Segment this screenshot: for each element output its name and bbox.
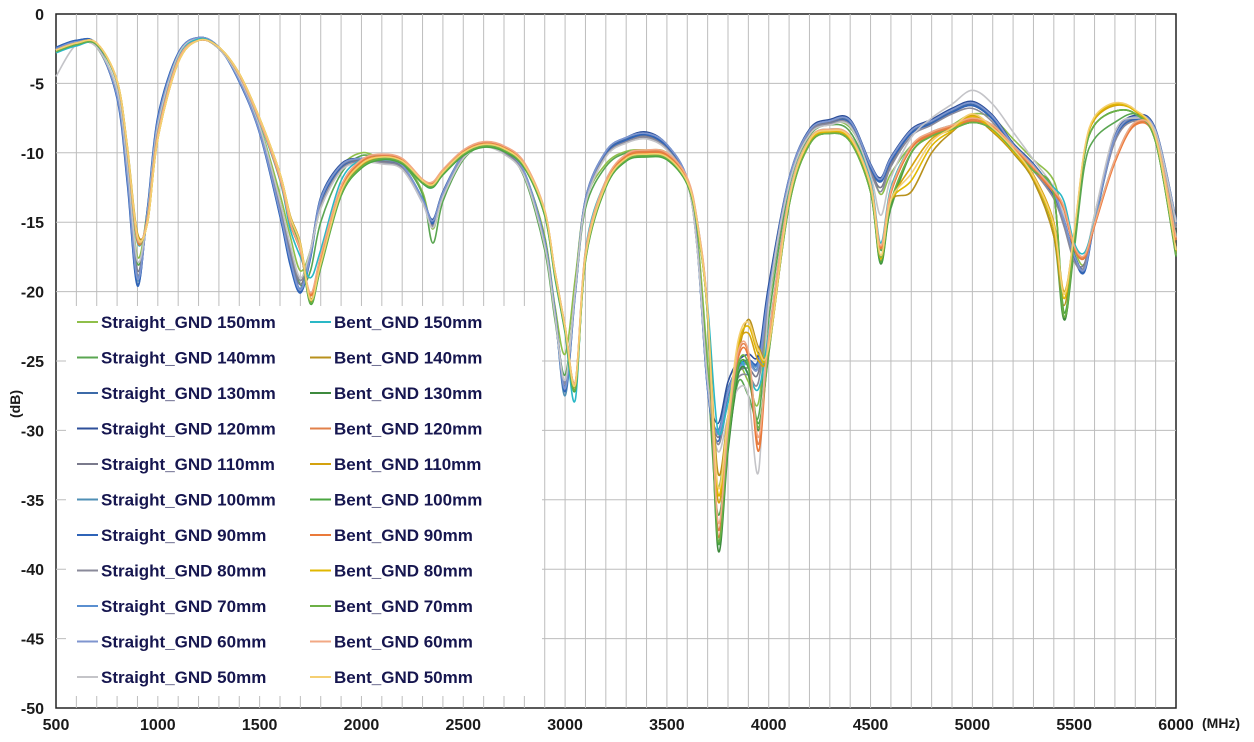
x-axis-unit: (MHz) [1202, 715, 1240, 731]
x-tick-label: 1000 [140, 717, 176, 734]
legend-entry: Bent_GND 90mm [334, 526, 473, 545]
legend-entry: Straight_GND 70mm [101, 597, 266, 616]
series-line [55, 38, 1177, 475]
x-tick-label: 6000 [1158, 717, 1194, 734]
legend-entry: Straight_GND 100mm [101, 491, 276, 510]
y-tick-label: -30 [21, 423, 44, 440]
x-tick-label: 500 [43, 717, 70, 734]
legend-entry: Straight_GND 110mm [101, 455, 275, 474]
legend-entry: Bent_GND 100mm [334, 491, 482, 510]
legend-entry: Straight_GND 120mm [101, 420, 276, 439]
legend-entry: Straight_GND 130mm [101, 384, 276, 403]
legend: Straight_GND 150mm Straight_GND 140mm Stra… [66, 306, 542, 696]
y-tick-label: -5 [30, 76, 44, 93]
y-tick-label: 0 [35, 7, 44, 24]
x-tick-label: 2500 [445, 717, 481, 734]
y-tick-label: -40 [21, 562, 44, 579]
series-line [55, 38, 1177, 525]
y-axis-label: (dB) [7, 390, 23, 418]
x-tick-label: 4000 [751, 717, 787, 734]
legend-entry: Bent_GND 150mm [334, 313, 482, 332]
y-tick-label: -20 [21, 285, 44, 302]
y-tick-label: -15 [21, 215, 44, 232]
x-tick-label: 2000 [344, 717, 380, 734]
legend-box [66, 306, 542, 696]
legend-entry: Bent_GND 70mm [334, 597, 473, 616]
legend-entry: Bent_GND 120mm [334, 420, 482, 439]
legend-entry: Straight_GND 60mm [101, 633, 266, 652]
x-tick-label: 3500 [649, 717, 685, 734]
x-tick-labels: 500 1000 1500 2000 2500 3000 3500 4000 4500 5000 5… [43, 717, 1194, 734]
x-tick-label: 5500 [1056, 717, 1092, 734]
y-tick-label: -10 [21, 146, 44, 163]
x-tick-label: 4500 [853, 717, 889, 734]
y-tick-label: -25 [21, 354, 44, 371]
legend-entry: Bent_GND 60mm [334, 633, 473, 652]
legend-entry: Straight_GND 150mm [101, 313, 276, 332]
legend-entry: Bent_GND 140mm [334, 349, 482, 368]
legend-entry: Bent_GND 80mm [334, 562, 473, 581]
series-line [55, 36, 1177, 436]
series-line [55, 38, 1177, 490]
legend-entry: Straight_GND 140mm [101, 349, 276, 368]
series-layer [55, 36, 1177, 553]
y-tick-labels: 0 -5 -10 -15 -20 -25 -30 -35 -40 -45 -50 [21, 7, 44, 718]
y-tick-label: -50 [21, 701, 44, 718]
legend-entry: Bent_GND 50mm [334, 668, 473, 687]
legend-entry: Straight_GND 90mm [101, 526, 266, 545]
y-tick-label: -35 [21, 493, 44, 510]
legend-entry: Bent_GND 110mm [334, 455, 481, 474]
legend-entry: Bent_GND 130mm [334, 384, 482, 403]
legend-entry: Straight_GND 80mm [101, 562, 266, 581]
y-tick-label: -45 [21, 632, 44, 649]
x-tick-label: 5000 [955, 717, 991, 734]
legend-entry: Straight_GND 50mm [101, 668, 266, 687]
x-tick-label: 1500 [242, 717, 278, 734]
x-tick-label: 3000 [547, 717, 583, 734]
